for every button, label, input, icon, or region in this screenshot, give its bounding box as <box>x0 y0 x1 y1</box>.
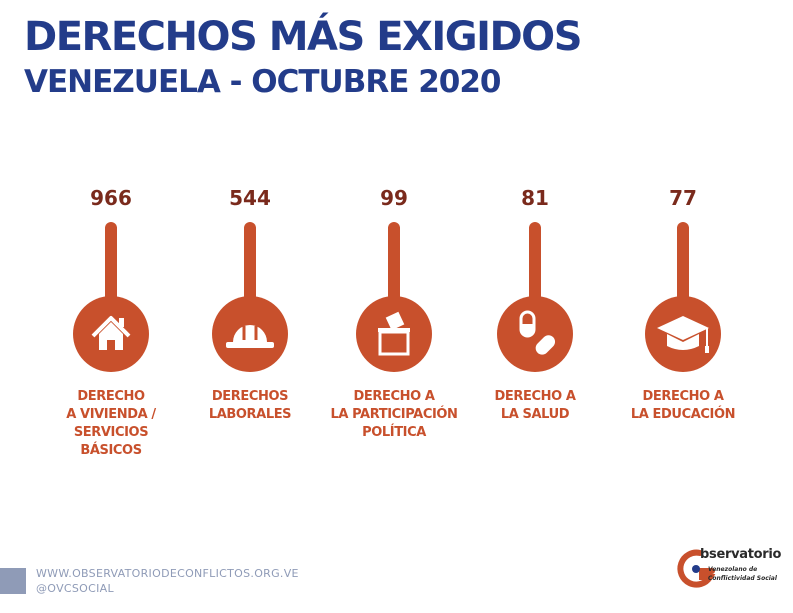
category-label: DERECHO A VIVIENDA / SERVICIOS BÁSICOS <box>66 389 156 458</box>
ballot-box-icon <box>378 311 410 356</box>
graduation-cap-icon <box>657 316 709 353</box>
lollipop-4: 81 <box>497 186 573 372</box>
hard-hat-icon <box>226 325 274 348</box>
page-title: DERECHOS MÁS EXIGIDOS <box>24 14 583 60</box>
lollipop-5: 77 <box>645 186 721 372</box>
value-label: 544 <box>229 186 271 210</box>
page-subtitle: VENEZUELA - OCTUBRE 2020 <box>24 64 501 100</box>
observatorio-logo: bservatorio Venezolano de Conflictividad… <box>676 543 786 599</box>
logo-line-2: Conflictividad Social <box>708 575 777 582</box>
pills-icon <box>519 310 556 355</box>
category-label: DERECHO A LA EDUCACIÓN <box>630 389 736 422</box>
logo-name: bservatorio <box>700 547 782 562</box>
category-label: DERECHOS LABORALES <box>208 389 292 422</box>
footer-social-handle[interactable]: @OVCSOCIAL <box>36 582 114 595</box>
lollipop-2: 544 <box>212 186 288 372</box>
value-label: 99 <box>380 186 408 210</box>
value-label: 81 <box>521 186 549 210</box>
value-label: 77 <box>669 186 697 210</box>
lollipop-head <box>497 296 573 372</box>
logo-mark-icon <box>677 549 716 588</box>
lollipop-3: 99 <box>356 186 432 372</box>
logo-line-1: Venezolano de <box>708 566 758 573</box>
lollipop-head <box>356 296 432 372</box>
lollipop-1: 966 <box>73 186 149 372</box>
value-label: 966 <box>90 186 132 210</box>
footer-website-link[interactable]: WWW.OBSERVATORIODECONFLICTOS.ORG.VE <box>36 567 299 580</box>
category-label: DERECHO A LA PARTICIPACIÓN POLÍTICA <box>330 389 458 440</box>
category-label: DERECHO A LA SALUD <box>494 389 576 422</box>
footer-square <box>0 568 26 594</box>
house-icon <box>91 316 131 350</box>
